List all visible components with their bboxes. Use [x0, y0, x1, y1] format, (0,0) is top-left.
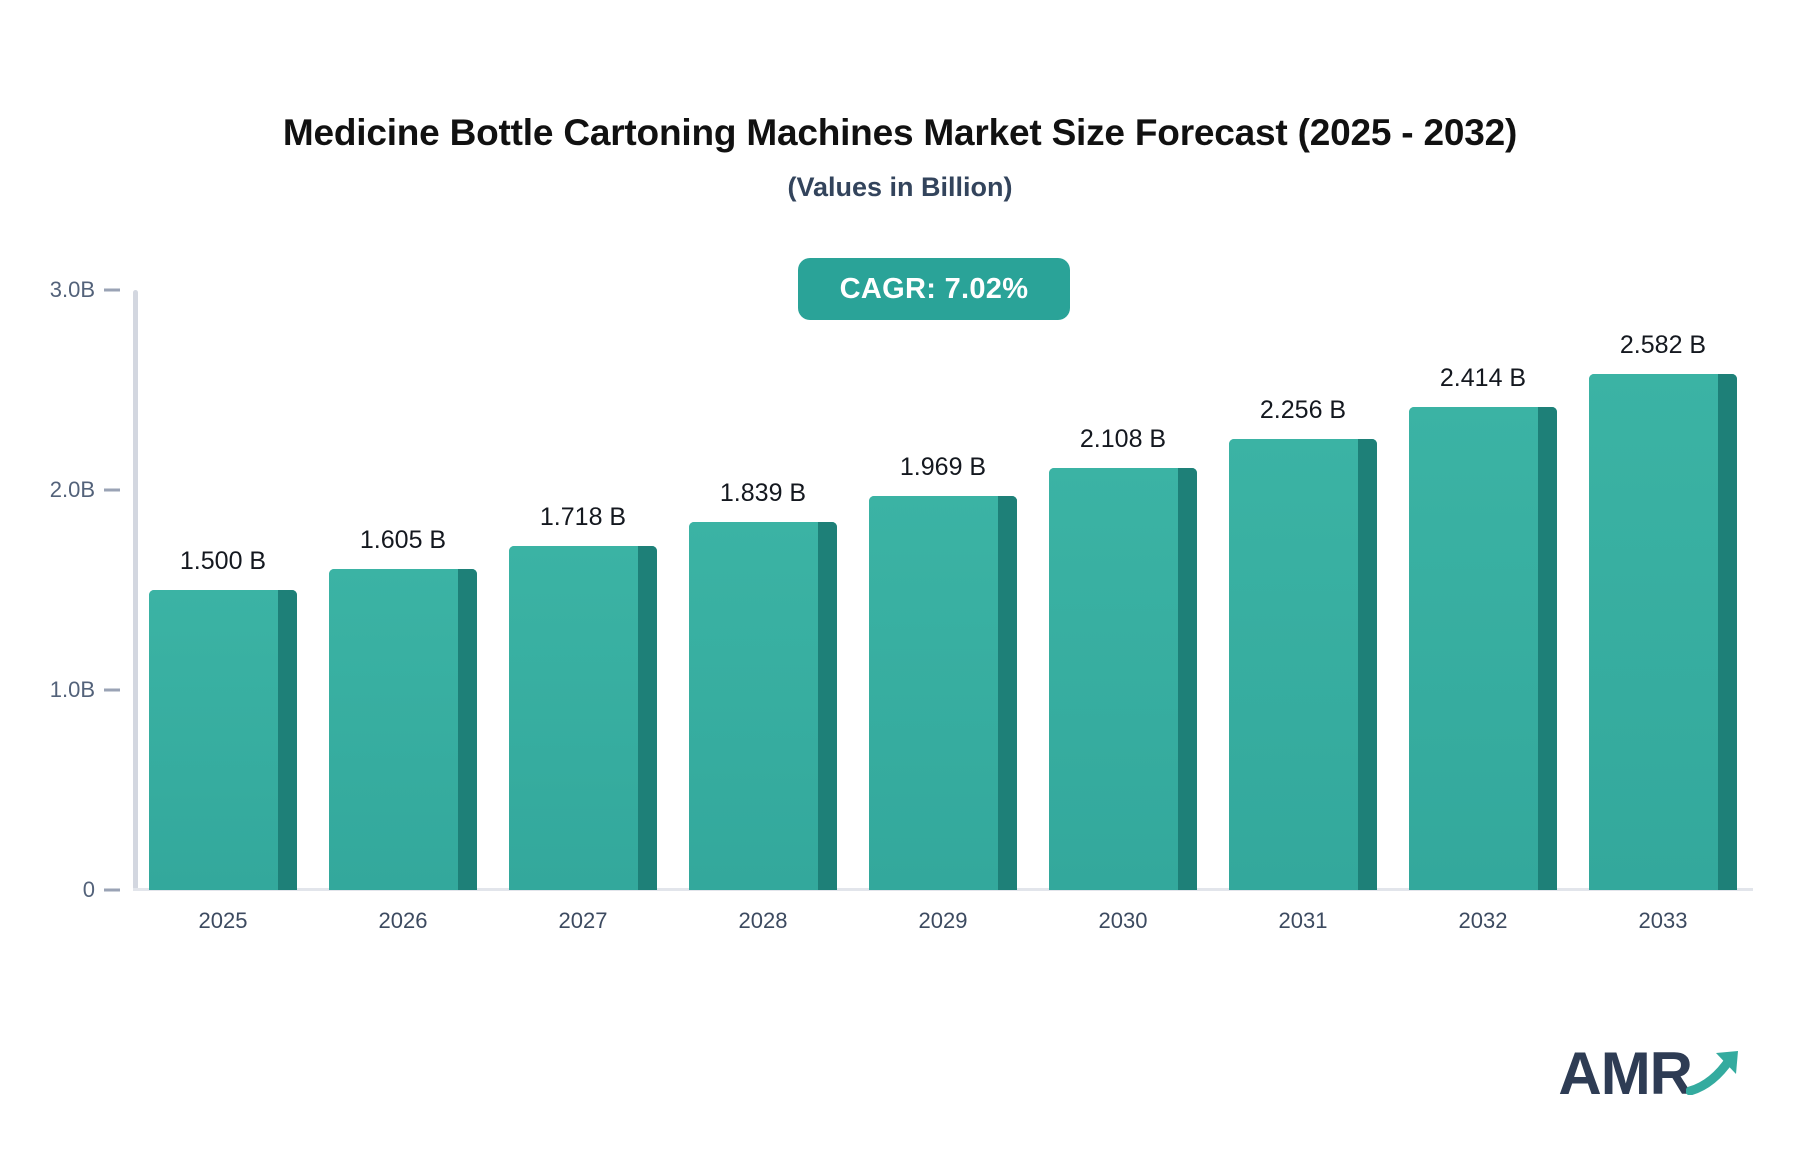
- bar-side-shadow: [278, 590, 297, 890]
- bar-side-shadow: [638, 546, 657, 890]
- x-axis-tick-label: 2027: [558, 908, 608, 933]
- y-axis-tick-label: 1.0B: [49, 677, 95, 702]
- bar[interactable]: [689, 522, 837, 890]
- bar-face: [1589, 373, 1737, 890]
- amr-logo: AMR: [1558, 1044, 1744, 1104]
- bar-group: 2.414 B: [1409, 290, 1557, 890]
- bar-value-label: 1.839 B: [719, 479, 807, 508]
- x-axis-tick-label: 2032: [1458, 908, 1508, 933]
- bar-value-label: 2.582 B: [1619, 330, 1707, 359]
- y-axis-tick-mark: [104, 488, 120, 492]
- cagr-badge: CAGR: 7.02%: [798, 258, 1070, 320]
- y-axis-tick-mark: [104, 688, 120, 692]
- bar-face: [1409, 407, 1557, 890]
- bar-face: [509, 546, 657, 890]
- bar[interactable]: [1049, 468, 1197, 890]
- bar-group: 1.500 B: [149, 290, 297, 890]
- cagr-badge-label: CAGR: 7.02%: [839, 272, 1029, 305]
- bar-value-label: 1.500 B: [179, 547, 267, 575]
- bar-face: [1229, 438, 1377, 890]
- bar[interactable]: [1229, 438, 1377, 890]
- x-axis-tick-label: 2028: [738, 908, 788, 933]
- bar[interactable]: [149, 590, 297, 890]
- arrow-up-right-icon: [1685, 1047, 1744, 1100]
- chart-subtitle: (Values in Billion): [787, 172, 1013, 202]
- bar-side-shadow: [1358, 438, 1377, 890]
- bar-value-label: 2.414 B: [1439, 364, 1527, 393]
- bar-group: 1.605 B: [329, 290, 477, 890]
- x-axis-tick-label: 2025: [198, 908, 248, 933]
- amr-logo-text: AMR: [1558, 1040, 1693, 1107]
- x-axis-tick-label: 2026: [378, 908, 428, 933]
- bar[interactable]: [329, 569, 477, 890]
- bar[interactable]: [509, 546, 657, 890]
- bar-side-shadow: [1178, 468, 1197, 890]
- bar-side-shadow: [1718, 373, 1737, 890]
- bar-group: 1.969 B: [869, 290, 1017, 890]
- x-axis: 2025 2026 2027 2028 2029 2030 2031 2032 2033: [133, 0, 1753, 1156]
- bar-value-label: 1.969 B: [899, 453, 987, 482]
- x-axis-tick-label: 2029: [918, 908, 968, 933]
- bar-face: [869, 496, 1017, 890]
- bar-side-shadow: [458, 569, 477, 890]
- bar-value-label: 2.256 B: [1259, 395, 1347, 424]
- bar-face: [149, 590, 297, 890]
- bar-value-label: 1.605 B: [359, 526, 447, 554]
- x-axis-tick-label: 2030: [1098, 908, 1148, 933]
- bar-group: 2.108 B: [1049, 290, 1197, 890]
- bar-value-label: 2.108 B: [1079, 425, 1167, 454]
- bar-group: 1.839 B: [689, 290, 837, 890]
- plot-area: 1.500 B 1.605 B 1.718 B 1.839 B 1.969 B 2.108…: [133, 290, 1753, 890]
- bar-side-shadow: [1538, 407, 1557, 890]
- x-axis-tick-label: 2033: [1638, 908, 1688, 933]
- bar-side-shadow: [818, 522, 837, 890]
- bar[interactable]: [1589, 373, 1737, 890]
- bar-group: 2.256 B: [1229, 290, 1377, 890]
- bar[interactable]: [869, 496, 1017, 890]
- bar-group: 1.718 B: [509, 290, 657, 890]
- bar-value-label: 1.718 B: [539, 503, 627, 532]
- y-axis-tick-mark: [104, 288, 120, 292]
- y-axis-tick-mark: [104, 888, 120, 892]
- bar[interactable]: [1409, 407, 1557, 890]
- bar-side-shadow: [998, 496, 1017, 890]
- y-axis-tick-label: 3.0B: [49, 277, 95, 302]
- y-axis-line: [133, 290, 138, 890]
- bar-face: [689, 522, 837, 890]
- bar-group: 2.582 B: [1589, 290, 1737, 890]
- y-axis-tick-label: 2.0B: [49, 477, 95, 502]
- y-axis-tick-label: 0: [82, 877, 95, 902]
- bar-face: [1049, 468, 1197, 890]
- bar-face: [329, 569, 477, 890]
- y-axis: 0 1.0B 2.0B 3.0B: [0, 0, 133, 1156]
- chart-title: Medicine Bottle Cartoning Machines Marke…: [282, 112, 1518, 153]
- x-axis-tick-label: 2031: [1278, 908, 1328, 933]
